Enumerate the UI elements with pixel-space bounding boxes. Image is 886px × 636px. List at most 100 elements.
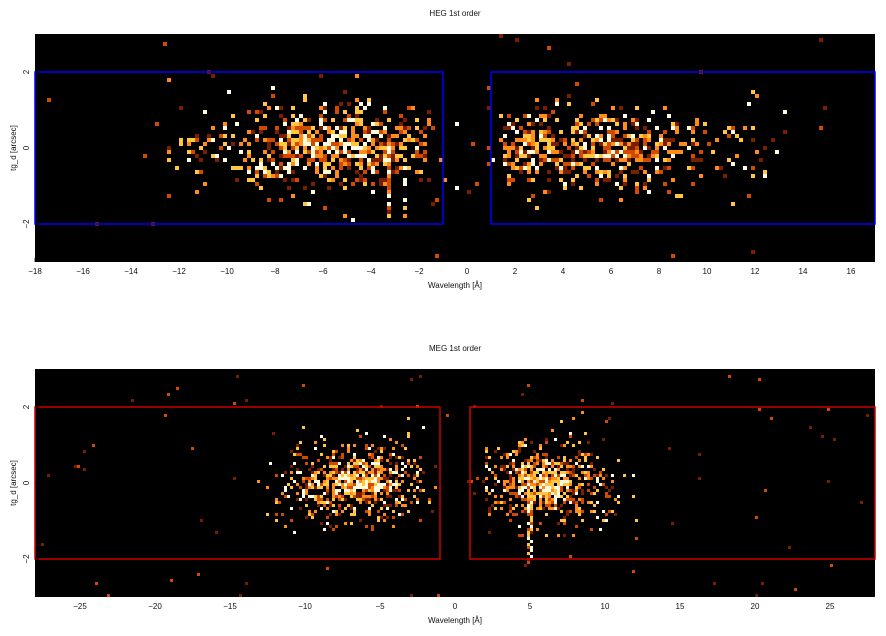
heg-event-pixel bbox=[551, 158, 555, 162]
heg-event-pixel bbox=[571, 162, 575, 166]
heg-event-pixel bbox=[591, 146, 595, 150]
meg-event-pixel bbox=[581, 501, 584, 504]
meg-event-pixel bbox=[545, 483, 548, 486]
heg-event-pixel bbox=[347, 158, 351, 162]
meg-event-pixel bbox=[563, 459, 566, 462]
meg-event-pixel bbox=[770, 417, 773, 420]
heg-event-pixel bbox=[279, 174, 283, 178]
meg-event-pixel bbox=[314, 486, 317, 489]
meg-event-pixel bbox=[326, 516, 329, 519]
meg-event-pixel bbox=[617, 459, 620, 462]
meg-event-pixel bbox=[503, 486, 506, 489]
heg-event-pixel bbox=[675, 194, 679, 198]
heg-event-pixel bbox=[403, 214, 407, 218]
heg-event-pixel bbox=[319, 174, 323, 178]
meg-event-pixel bbox=[311, 465, 314, 468]
meg-event-pixel bbox=[539, 504, 542, 507]
heg-event-pixel bbox=[531, 142, 535, 146]
heg-event-pixel bbox=[175, 166, 179, 170]
heg-event-pixel bbox=[695, 158, 699, 162]
heg-event-pixel bbox=[547, 46, 551, 50]
heg-event-pixel bbox=[359, 154, 363, 158]
meg-event-pixel bbox=[401, 456, 404, 459]
heg-event-pixel bbox=[731, 202, 735, 206]
heg-event-pixel bbox=[675, 130, 679, 134]
heg-event-pixel bbox=[511, 166, 515, 170]
meg-x-tick-label: −5 bbox=[375, 602, 385, 611]
meg-extraction-box-plus bbox=[469, 406, 876, 560]
heg-event-pixel bbox=[383, 154, 387, 158]
heg-event-pixel bbox=[739, 138, 743, 142]
heg-event-pixel bbox=[695, 118, 699, 122]
meg-event-pixel bbox=[371, 468, 374, 471]
meg-event-pixel bbox=[569, 480, 572, 483]
meg-event-pixel bbox=[416, 465, 419, 468]
heg-event-pixel bbox=[555, 118, 559, 122]
meg-event-pixel bbox=[365, 510, 368, 513]
meg-event-pixel bbox=[383, 468, 386, 471]
heg-event-pixel bbox=[619, 170, 623, 174]
meg-event-pixel bbox=[551, 507, 554, 510]
meg-event-pixel bbox=[542, 480, 545, 483]
heg-event-pixel bbox=[303, 166, 307, 170]
heg-event-pixel bbox=[631, 146, 635, 150]
heg-event-pixel bbox=[307, 134, 311, 138]
meg-event-pixel bbox=[530, 465, 533, 468]
heg-event-pixel bbox=[619, 198, 623, 202]
meg-event-pixel bbox=[380, 468, 383, 471]
meg-event-pixel bbox=[527, 510, 530, 513]
meg-event-pixel bbox=[401, 498, 404, 501]
meg-event-pixel bbox=[485, 447, 488, 450]
heg-event-pixel bbox=[379, 154, 383, 158]
meg-event-pixel bbox=[542, 453, 545, 456]
meg-event-pixel bbox=[362, 480, 365, 483]
meg-event-pixel bbox=[605, 519, 608, 522]
heg-event-pixel bbox=[611, 142, 615, 146]
meg-event-pixel bbox=[551, 429, 554, 432]
heg-event-pixel bbox=[631, 118, 635, 122]
meg-event-pixel bbox=[83, 450, 86, 453]
heg-event-pixel bbox=[667, 150, 671, 154]
meg-event-pixel bbox=[368, 507, 371, 510]
meg-event-pixel bbox=[326, 567, 329, 570]
meg-event-pixel bbox=[527, 465, 530, 468]
heg-event-pixel bbox=[579, 130, 583, 134]
meg-event-pixel bbox=[500, 507, 503, 510]
heg-event-pixel bbox=[575, 150, 579, 154]
meg-event-pixel bbox=[521, 495, 524, 498]
heg-event-pixel bbox=[411, 106, 415, 110]
heg-event-pixel bbox=[391, 134, 395, 138]
heg-event-pixel bbox=[387, 214, 391, 218]
meg-event-pixel bbox=[377, 459, 380, 462]
heg-event-pixel bbox=[639, 154, 643, 158]
meg-event-pixel bbox=[308, 483, 311, 486]
heg-event-pixel bbox=[339, 130, 343, 134]
heg-event-pixel bbox=[523, 166, 527, 170]
heg-event-pixel bbox=[315, 170, 319, 174]
meg-event-pixel bbox=[416, 480, 419, 483]
meg-event-pixel bbox=[350, 495, 353, 498]
meg-event-pixel bbox=[305, 489, 308, 492]
meg-event-pixel bbox=[347, 468, 350, 471]
meg-event-pixel bbox=[533, 456, 536, 459]
meg-event-pixel bbox=[311, 474, 314, 477]
meg-event-pixel bbox=[548, 495, 551, 498]
meg-event-pixel bbox=[542, 465, 545, 468]
heg-event-pixel bbox=[387, 146, 391, 150]
meg-event-pixel bbox=[599, 471, 602, 474]
meg-event-pixel bbox=[356, 486, 359, 489]
meg-y-tick-label: 0 bbox=[22, 480, 31, 485]
meg-event-pixel bbox=[392, 471, 395, 474]
heg-event-pixel bbox=[299, 122, 303, 126]
heg-event-pixel bbox=[659, 170, 663, 174]
heg-event-pixel bbox=[275, 166, 279, 170]
meg-event-pixel bbox=[383, 501, 386, 504]
meg-event-pixel bbox=[566, 510, 569, 513]
meg-event-pixel bbox=[413, 459, 416, 462]
meg-event-pixel bbox=[308, 513, 311, 516]
meg-event-pixel bbox=[539, 468, 542, 471]
meg-event-pixel bbox=[566, 477, 569, 480]
meg-event-pixel bbox=[416, 498, 419, 501]
heg-event-pixel bbox=[427, 110, 431, 114]
meg-event-pixel bbox=[386, 468, 389, 471]
